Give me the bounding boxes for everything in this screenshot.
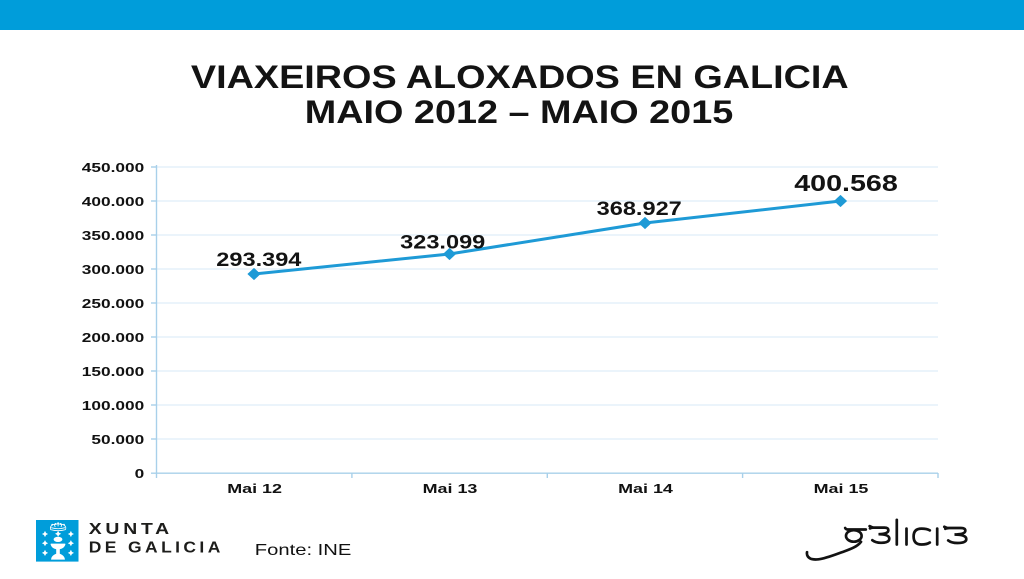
svg-text:293.394: 293.394: [216, 248, 301, 271]
svg-text:0: 0: [135, 467, 145, 481]
svg-text:Mai 13: Mai 13: [423, 482, 478, 496]
svg-text:450.000: 450.000: [82, 161, 144, 175]
svg-text:MAIO 2012 – MAIO 2015: MAIO 2012 – MAIO 2015: [305, 94, 733, 130]
svg-text:DE GALICIA: DE GALICIA: [89, 539, 224, 556]
svg-text:50.000: 50.000: [91, 433, 144, 447]
svg-text:VIAXEIROS ALOXADOS EN GALICIA: VIAXEIROS ALOXADOS EN GALICIA: [191, 59, 849, 95]
svg-text:400.568: 400.568: [794, 170, 898, 197]
svg-text:300.000: 300.000: [82, 263, 144, 277]
svg-text:200.000: 200.000: [82, 331, 144, 345]
svg-text:Mai 15: Mai 15: [814, 482, 869, 496]
svg-text:350.000: 350.000: [82, 229, 144, 243]
svg-text:Mai 14: Mai 14: [618, 482, 673, 496]
svg-text:XUNTA: XUNTA: [89, 520, 173, 538]
svg-text:Mai 12: Mai 12: [227, 482, 282, 496]
svg-text:400.000: 400.000: [82, 195, 144, 209]
svg-text:323.099: 323.099: [400, 230, 485, 253]
svg-text:Fonte: INE: Fonte: INE: [255, 541, 352, 559]
svg-text:368.927: 368.927: [597, 197, 682, 220]
svg-text:100.000: 100.000: [82, 399, 144, 413]
svg-text:150.000: 150.000: [82, 365, 144, 379]
svg-text:250.000: 250.000: [82, 297, 144, 311]
